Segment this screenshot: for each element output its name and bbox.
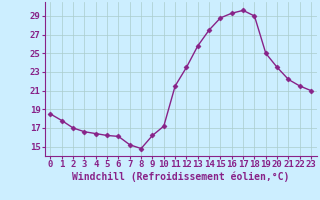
X-axis label: Windchill (Refroidissement éolien,°C): Windchill (Refroidissement éolien,°C) <box>72 172 290 182</box>
